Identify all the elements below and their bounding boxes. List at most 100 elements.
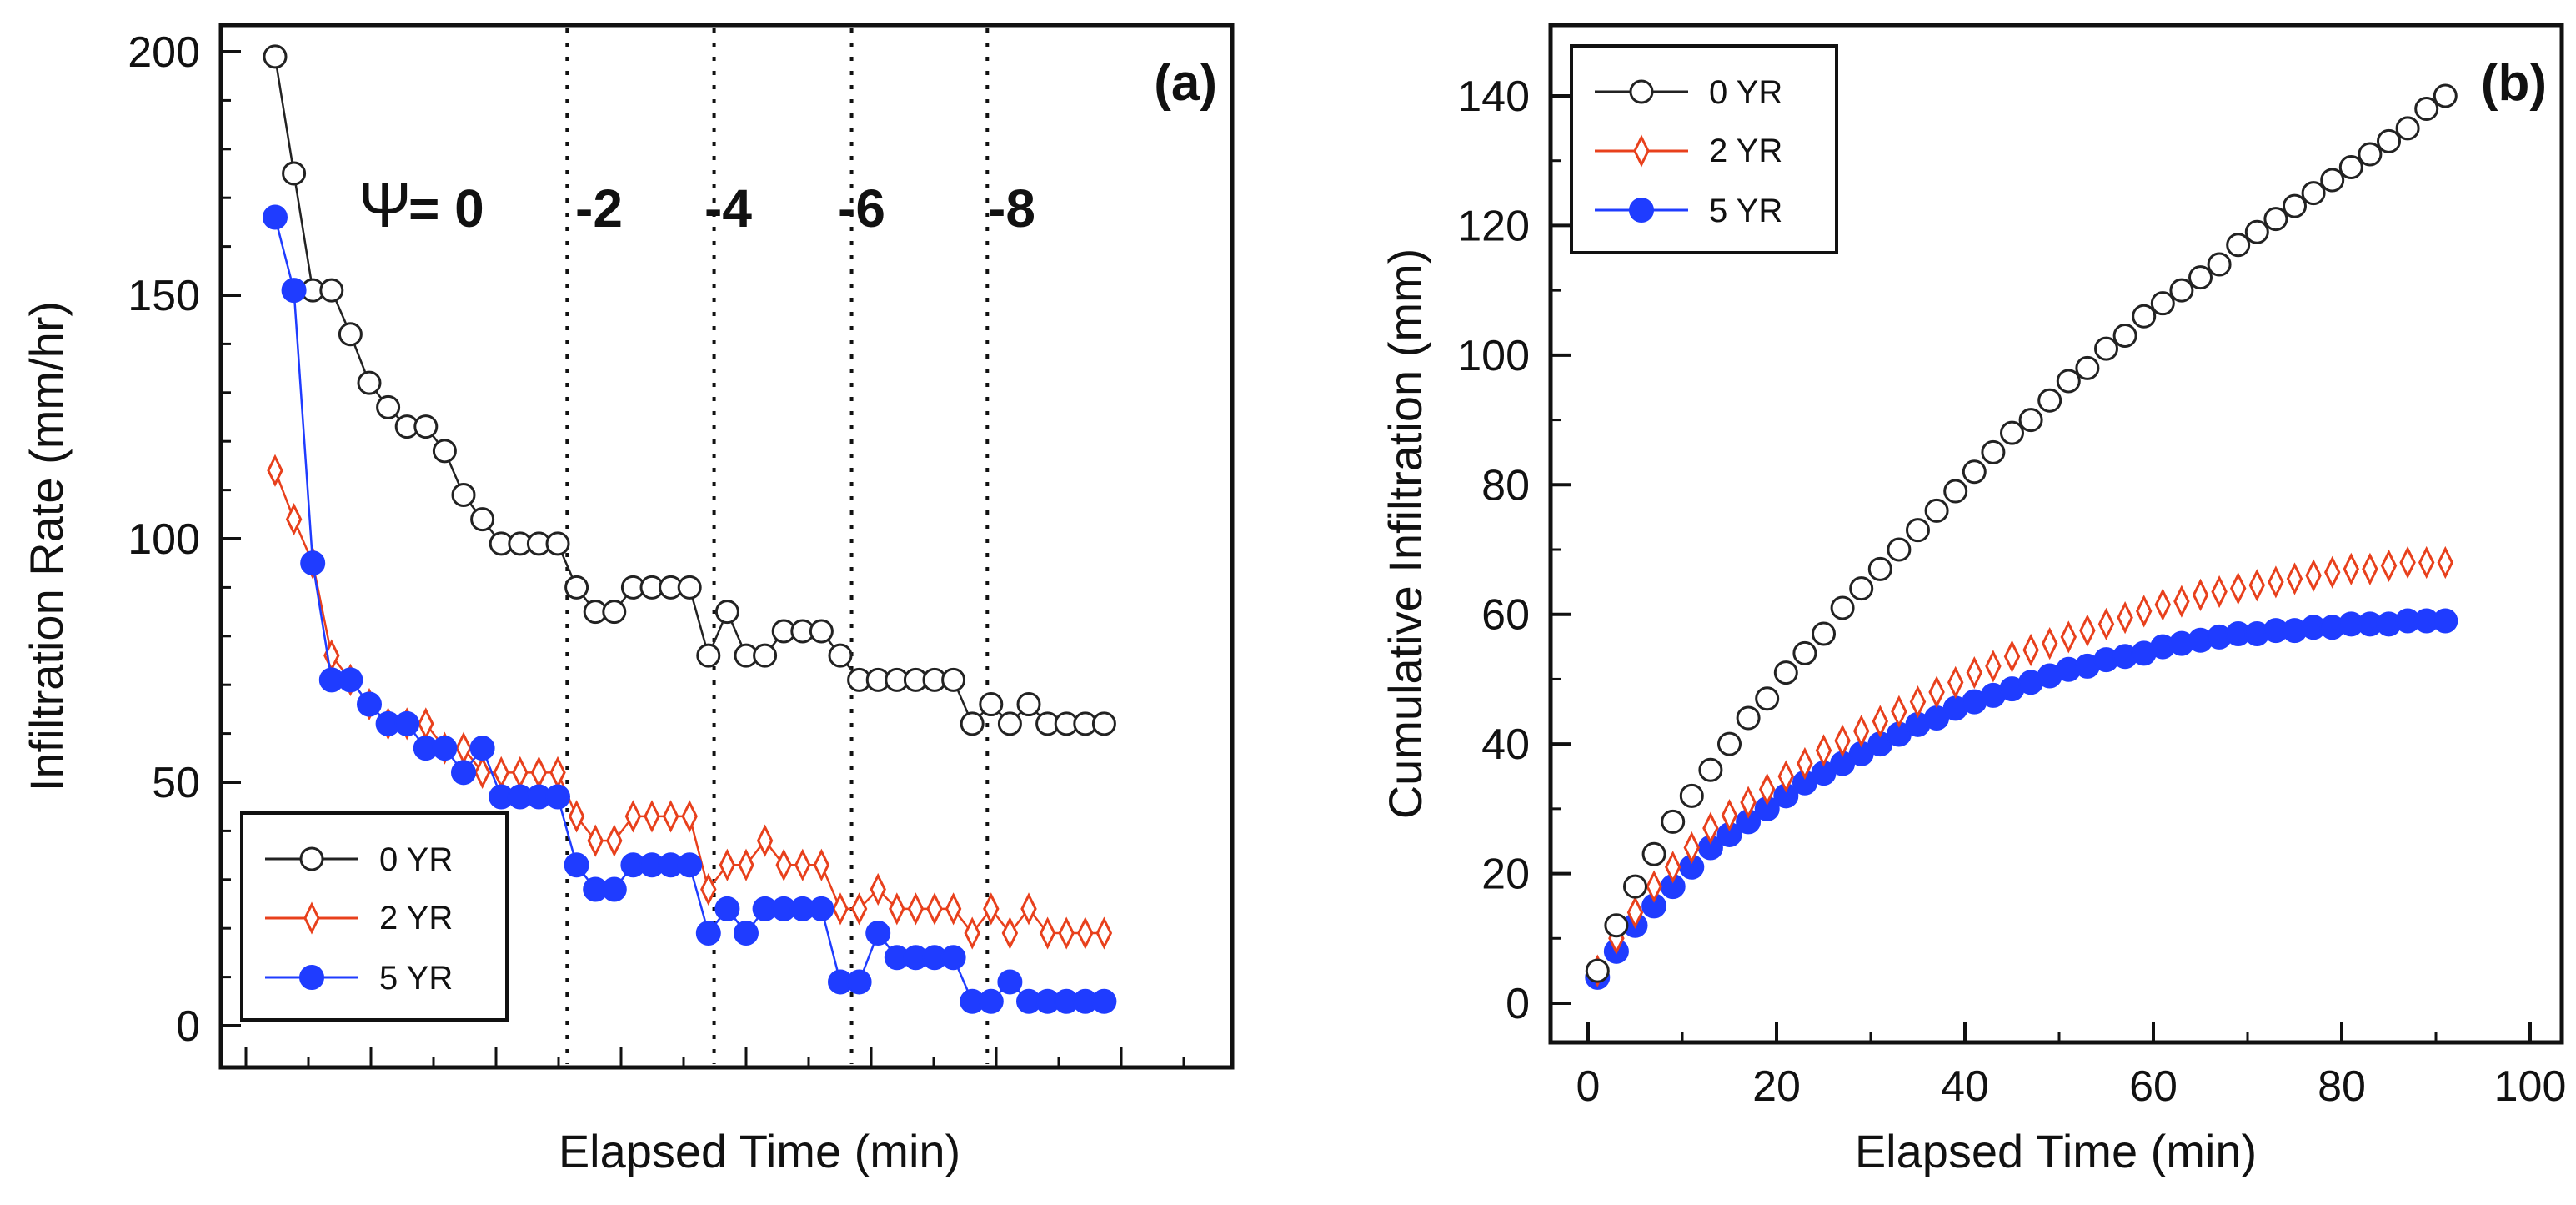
panel-b-x-tick-label: 20 <box>1752 1062 1801 1111</box>
panel-a-legend: 0 YR 2 YR 5 YR <box>240 811 509 1022</box>
panel-a-point <box>1020 892 1037 926</box>
panel-a-tag: (a) <box>1154 54 1217 112</box>
panel-a-y-title: Infiltration Rate (mm/hr) <box>20 301 73 791</box>
panel-b-point <box>1702 811 1719 845</box>
panel-a-point <box>714 896 740 921</box>
panel-a-point <box>474 756 491 789</box>
panel-b-point <box>2154 588 2172 621</box>
panel-a-point <box>983 892 1000 926</box>
panel-b-point <box>1943 479 1968 504</box>
panel-a-point <box>753 643 778 668</box>
panel-a-y-axis: 0 50 100 150 200 <box>128 28 241 1051</box>
panel-b-point <box>2173 585 2190 618</box>
panel-b-x-tick-label: 0 <box>1576 1062 1601 1111</box>
panel-b-point <box>2094 336 2118 361</box>
panel-a-point <box>907 892 925 926</box>
panel-b-x-tick-label: 80 <box>2318 1062 2366 1111</box>
panel-b-point <box>1852 714 1870 748</box>
panel-a-point <box>624 800 642 833</box>
panel-b-point <box>1928 675 1945 709</box>
panel-a-point <box>941 667 966 692</box>
panel-a-point <box>1001 916 1019 950</box>
panel-b-legend-box <box>1570 44 1838 254</box>
panel-b-point <box>2263 207 2288 232</box>
panel-a-point <box>997 711 1022 736</box>
panel-b-point <box>1683 831 1701 865</box>
panel-b-point <box>2320 168 2345 193</box>
panel-b-point <box>1755 686 1780 711</box>
panel-b-y-tick-label: 60 <box>1481 591 1530 640</box>
panel-a-point <box>696 643 721 668</box>
panel-a-point <box>1091 711 1116 736</box>
panel-b-point <box>2437 545 2454 580</box>
psi-label-3: -6 <box>838 178 885 238</box>
panel-a-point <box>940 945 966 971</box>
psi-symbol: Ψ <box>358 170 412 241</box>
panel-a-point <box>357 691 382 717</box>
panel-a-point <box>870 872 886 906</box>
panel-a-y-tick-label: 100 <box>128 515 200 564</box>
psi-label-0: = 0 <box>408 178 484 238</box>
panel-b-point <box>1872 705 1889 738</box>
panel-b-point <box>2169 278 2194 303</box>
panel-b-y-tick-label: 0 <box>1506 980 1530 1028</box>
panel-a-legend-label-0: 0 YR <box>379 841 453 878</box>
panel-b-point <box>1966 656 1983 690</box>
panel-b-point <box>2112 324 2137 349</box>
panel-b-point <box>2075 355 2100 380</box>
panel-a-point <box>545 531 570 556</box>
panel-b-point <box>1947 665 1964 699</box>
panel-a-point <box>451 482 476 507</box>
panel-a-point <box>1016 692 1041 717</box>
panel-b-point <box>2229 572 2247 605</box>
panel-b-plot-frame <box>1548 23 2564 1045</box>
panel-a-psi-labels: Ψ = 0 -2 -4 -6 -8 <box>358 170 1035 241</box>
panel-a-series-line <box>273 56 1105 726</box>
psi-label-2: -4 <box>704 178 752 238</box>
panel-b-y-tick-label: 20 <box>1481 851 1530 899</box>
panel-b-point <box>2037 388 2062 413</box>
panel-b-point <box>2150 291 2175 316</box>
panel-a-x-axis <box>244 1047 1185 1067</box>
panel-a-dividers <box>565 28 990 1064</box>
panel-b-point <box>1906 518 1930 543</box>
panel-a-point <box>470 507 495 532</box>
panel-a-point <box>587 824 604 857</box>
panel-b-point <box>2079 614 2096 647</box>
panel-b-point <box>1758 772 1776 806</box>
panel-b-point <box>1909 685 1927 719</box>
panel-a-point <box>978 988 1004 1014</box>
panel-b-point <box>2323 555 2341 589</box>
panel-b-point <box>2192 578 2209 612</box>
psi-label-1: -2 <box>575 178 623 238</box>
panel-a-point <box>545 784 570 810</box>
panel-b-point <box>1773 660 1798 685</box>
panel-b-legend-label-2: 5 YR <box>1709 193 1782 229</box>
panel-b-point <box>1777 760 1795 793</box>
panel-a-point <box>662 800 679 833</box>
panel-a-point <box>263 204 288 230</box>
panel-a-point <box>926 892 943 926</box>
panel-b-point <box>1646 870 1662 903</box>
panel-b-point <box>2207 252 2232 277</box>
panel-a-point <box>606 824 623 857</box>
panel-a-point <box>644 800 660 833</box>
panel-b-x-title: Elapsed Time (min) <box>1855 1125 2257 1177</box>
panel-b-point <box>2018 408 2043 433</box>
panel-b-point <box>1792 640 1817 665</box>
panel-b-point <box>2226 233 2251 258</box>
panel-b-point <box>1962 459 1987 485</box>
panel-a-point <box>828 643 853 668</box>
panel-a-point <box>832 892 849 926</box>
panel-b-y-tick-label: 80 <box>1481 461 1530 510</box>
panel-b-point <box>2022 633 2039 667</box>
panel-a-point <box>734 921 759 946</box>
panel-b-point <box>1834 724 1851 757</box>
panel-a-series-1 <box>267 454 1113 950</box>
panel-a-point <box>794 848 811 881</box>
panel-b-point <box>2248 569 2266 602</box>
panel-a-point <box>285 503 303 536</box>
panel-a-point <box>455 731 472 765</box>
panel-b-y-title: Cumulative Infiltration (mm) <box>1379 249 1431 820</box>
